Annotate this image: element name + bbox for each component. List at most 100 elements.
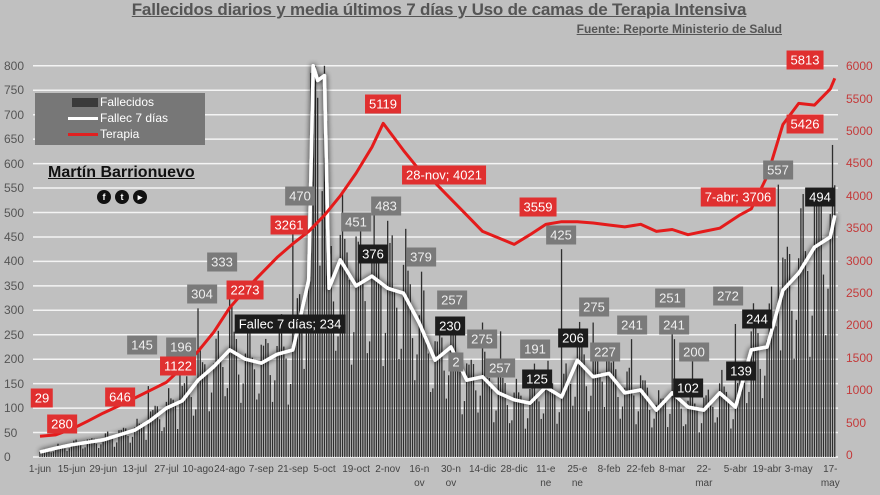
fallecidos-bar: [791, 310, 793, 457]
fallecidos-bar: [267, 343, 269, 457]
fallecidos-bar: [653, 418, 655, 457]
fallecidos-bar: [520, 395, 522, 457]
fallecidos-bar: [764, 375, 766, 457]
fallecidos-bar: [138, 423, 140, 457]
fallecidos-bar: [292, 227, 294, 457]
fallecidos-bar: [317, 97, 319, 458]
fallecidos-bar: [285, 358, 287, 457]
fallecidos-bar: [396, 307, 398, 457]
fallec-7-dias-data-label: Fallec 7 días; 234: [234, 314, 346, 334]
fallecidos-bar: [204, 364, 206, 457]
fallecidos-bar: [732, 419, 734, 457]
x-tick-label: 2-nov: [375, 464, 401, 475]
fallecidos-bar: [479, 395, 481, 457]
x-tick-label: 7-sep: [248, 464, 274, 475]
fallecidos-bar: [696, 410, 698, 457]
line-swatch-icon: [68, 132, 98, 136]
fallecidos-bar: [423, 290, 425, 457]
fallecidos-bar: [657, 390, 660, 457]
x-tick-label: 15-jun: [57, 464, 86, 475]
fallecidos-bar: [457, 355, 459, 457]
fallecidos-bar: [461, 414, 463, 457]
fallecidos-bar: [630, 339, 633, 457]
fallecidos-bar: [655, 405, 658, 457]
y-left-tick-label: 150: [4, 376, 25, 391]
fallecidos-bar: [66, 450, 68, 457]
terapia-data-label: 7-abr; 3706: [700, 187, 776, 207]
fallecidos-bar: [515, 378, 518, 457]
fallecidos-bar: [260, 344, 262, 457]
fallecidos-bar: [517, 392, 520, 457]
fallecidos-bar: [572, 405, 574, 457]
fallecidos-bar: [567, 380, 569, 457]
fallecidos-bar: [375, 248, 378, 457]
fallecidos-bar: [685, 424, 687, 457]
fallec-7-dias-data-label: 139: [726, 361, 756, 381]
fallecidos-bar: [222, 367, 224, 457]
fallecidos-bar: [777, 184, 779, 457]
fallecidos-bar: [597, 347, 599, 457]
fallec-7-dias-data-label: 230: [435, 316, 465, 336]
fallecidos-bar: [606, 345, 608, 457]
fallecidos-bar: [592, 322, 594, 457]
fallecidos-bar: [493, 422, 495, 457]
fallecidos-bar: [127, 436, 129, 457]
fallecidos-bar: [475, 390, 477, 457]
fallecidos-bar: [278, 319, 280, 457]
fallecidos-bar: [265, 338, 267, 457]
fallecidos-bar: [120, 429, 122, 457]
x-tick-label: 17-may: [820, 464, 840, 489]
fallecidos-bar: [671, 334, 673, 457]
fallecidos-bar: [797, 258, 800, 457]
x-tick-label: 3-may: [784, 464, 813, 475]
fallecidos-data-label: 425: [546, 225, 576, 245]
fallecidos-bar: [359, 230, 362, 457]
fallecidos-bar: [651, 427, 653, 457]
fallecidos-data-label: 196: [166, 337, 196, 357]
fallecidos-bar: [432, 388, 434, 457]
fallecidos-bar: [639, 375, 642, 457]
fallecidos-bar: [680, 408, 682, 457]
fallecidos-bar: [303, 368, 305, 457]
fallecidos-bar: [549, 378, 551, 457]
fallecidos-bar: [709, 403, 712, 457]
fallecidos-bar: [168, 388, 170, 457]
x-tick-label: 24-ago: [214, 464, 246, 475]
fallecidos-bar: [362, 283, 364, 457]
fallecidos-bar: [393, 288, 396, 457]
fallecidos-bar: [378, 259, 380, 457]
fallecidos-bar: [256, 399, 258, 457]
fallecidos-bar: [712, 406, 714, 457]
y-right-tick-label: 1000: [846, 383, 873, 398]
fallecidos-bar: [506, 405, 509, 457]
fallecidos-bar: [540, 418, 542, 457]
fallecidos-bar: [368, 341, 371, 457]
fallecidos-bar: [177, 429, 179, 457]
fallecidos-bar: [545, 376, 547, 457]
fallecidos-bar: [750, 331, 752, 457]
fallecidos-bar: [560, 249, 563, 457]
fallecidos-bar: [524, 428, 527, 457]
fallecidos-bar: [371, 248, 373, 457]
fallecidos-bar: [619, 418, 621, 457]
legend-item-fallec7: Fallec 7 días: [68, 111, 168, 125]
fallecidos-bar: [348, 279, 350, 457]
fallecidos-bar: [305, 328, 308, 457]
fallecidos-bar: [445, 398, 448, 457]
fallec-7-dias-data-label: 376: [358, 244, 388, 264]
fallecidos-bar: [152, 410, 154, 457]
fallecidos-bar: [77, 443, 79, 457]
chart-subtitle: Fuente: Reporte Ministerio de Salud: [576, 22, 782, 36]
fallecidos-bar: [335, 350, 337, 457]
legend-item-terapia: Terapia: [68, 127, 139, 141]
fallecidos-bar: [391, 235, 393, 457]
y-right-tick-label: 3500: [846, 221, 873, 236]
y-left-tick-label: 550: [4, 181, 25, 196]
fallecidos-bar: [628, 367, 630, 457]
fallecidos-bar: [224, 396, 226, 457]
fallec-7-dias-data-label: 206: [558, 328, 588, 348]
line-swatch-icon: [68, 116, 98, 120]
fallecidos-bar: [615, 369, 617, 457]
fallecidos-bar: [660, 398, 662, 457]
fallecidos-bar: [52, 451, 55, 457]
